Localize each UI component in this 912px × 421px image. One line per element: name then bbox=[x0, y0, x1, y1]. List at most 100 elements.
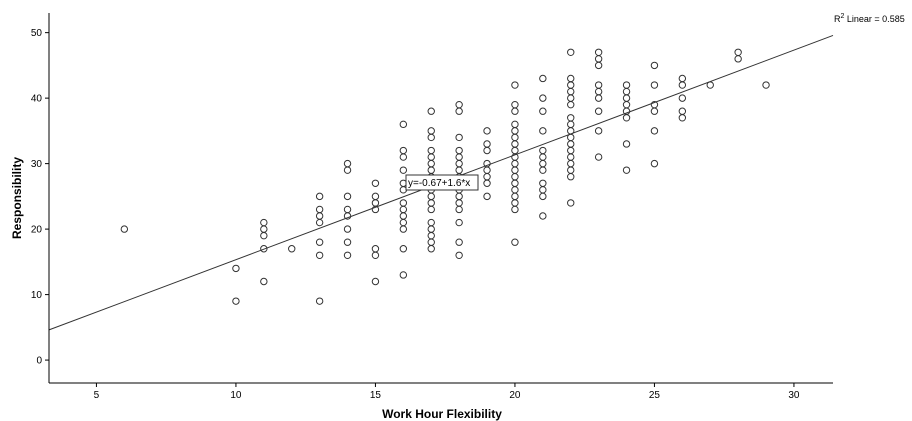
data-point bbox=[622, 166, 631, 174]
data-point bbox=[399, 153, 408, 161]
data-point bbox=[315, 205, 324, 214]
data-point bbox=[567, 146, 575, 155]
data-point bbox=[427, 146, 435, 155]
data-point bbox=[371, 251, 380, 260]
data-point bbox=[120, 225, 129, 233]
data-point bbox=[315, 218, 324, 227]
data-point bbox=[260, 225, 268, 233]
data-point bbox=[594, 87, 603, 96]
data-point bbox=[622, 87, 631, 96]
data-point bbox=[511, 205, 519, 214]
data-point bbox=[567, 94, 575, 102]
data-point bbox=[594, 127, 603, 135]
data-point bbox=[567, 114, 575, 122]
data-point bbox=[483, 140, 491, 148]
r2-label: R2 Linear = 0.585 bbox=[834, 13, 905, 24]
x-tick-label: 25 bbox=[649, 390, 661, 401]
data-point bbox=[343, 159, 352, 168]
data-point bbox=[483, 179, 491, 187]
y-tick-label: 30 bbox=[31, 159, 43, 170]
data-point bbox=[455, 133, 463, 142]
data-point bbox=[343, 205, 352, 214]
data-point bbox=[315, 297, 324, 305]
data-point bbox=[232, 264, 240, 273]
data-point bbox=[567, 120, 575, 129]
data-point bbox=[678, 94, 687, 102]
data-point bbox=[455, 192, 463, 201]
data-point bbox=[315, 238, 324, 246]
data-point bbox=[511, 133, 519, 142]
data-point bbox=[455, 199, 463, 207]
data-point bbox=[762, 81, 770, 89]
data-point bbox=[567, 173, 575, 181]
data-point bbox=[511, 159, 519, 168]
data-point bbox=[734, 55, 742, 63]
data-point bbox=[539, 159, 547, 168]
y-tick-label: 40 bbox=[31, 94, 43, 105]
data-point bbox=[567, 153, 575, 161]
data-point bbox=[511, 179, 519, 187]
data-point bbox=[567, 100, 575, 109]
data-point bbox=[567, 48, 575, 56]
x-tick-label: 5 bbox=[94, 390, 100, 401]
data-point bbox=[455, 146, 463, 155]
data-point bbox=[539, 153, 547, 161]
data-point bbox=[539, 94, 547, 102]
data-point bbox=[427, 159, 435, 168]
data-point bbox=[594, 48, 603, 56]
data-point bbox=[371, 179, 380, 187]
data-point bbox=[315, 192, 324, 201]
data-point bbox=[539, 166, 547, 174]
data-point bbox=[539, 186, 547, 194]
data-point bbox=[511, 100, 519, 109]
data-point bbox=[455, 153, 463, 161]
data-point bbox=[483, 127, 491, 135]
data-point bbox=[399, 205, 408, 214]
data-point bbox=[427, 231, 435, 240]
equation-box-frame bbox=[405, 174, 479, 191]
data-point bbox=[511, 166, 519, 174]
data-point bbox=[511, 186, 519, 194]
data-point bbox=[483, 166, 491, 174]
data-point bbox=[483, 192, 491, 201]
data-point bbox=[622, 140, 631, 148]
data-point bbox=[594, 55, 603, 63]
data-point bbox=[399, 199, 408, 207]
data-point bbox=[567, 199, 575, 207]
data-point bbox=[399, 212, 408, 220]
data-point bbox=[427, 238, 435, 246]
equation-box: y=-0.67+1.6*x bbox=[405, 174, 479, 191]
data-point bbox=[594, 107, 603, 115]
data-point bbox=[232, 297, 240, 305]
data-point bbox=[371, 192, 380, 201]
y-tick-label: 10 bbox=[31, 290, 43, 301]
y-tick-label: 50 bbox=[31, 28, 43, 39]
data-point bbox=[650, 81, 659, 89]
data-point bbox=[539, 74, 547, 83]
data-point bbox=[343, 238, 352, 246]
data-point bbox=[511, 146, 519, 155]
data-point bbox=[511, 173, 519, 181]
data-point bbox=[427, 199, 435, 207]
data-point bbox=[567, 87, 575, 96]
data-point bbox=[734, 48, 742, 56]
x-tick-label: 30 bbox=[788, 390, 800, 401]
data-point bbox=[260, 218, 268, 227]
data-point bbox=[678, 74, 687, 83]
data-point bbox=[539, 127, 547, 135]
data-point bbox=[483, 146, 491, 155]
x-ticks: 5 10 15 20 25 30 bbox=[94, 383, 800, 401]
data-point bbox=[371, 277, 380, 286]
data-point bbox=[427, 127, 435, 135]
data-point bbox=[427, 192, 435, 201]
data-point bbox=[511, 140, 519, 148]
data-point bbox=[427, 133, 435, 142]
data-point bbox=[567, 159, 575, 168]
data-point bbox=[427, 166, 435, 174]
y-axis-title: Responsibility bbox=[10, 157, 24, 239]
data-point bbox=[399, 146, 408, 155]
data-point bbox=[427, 107, 435, 115]
data-point bbox=[260, 231, 268, 240]
data-point bbox=[315, 212, 324, 220]
